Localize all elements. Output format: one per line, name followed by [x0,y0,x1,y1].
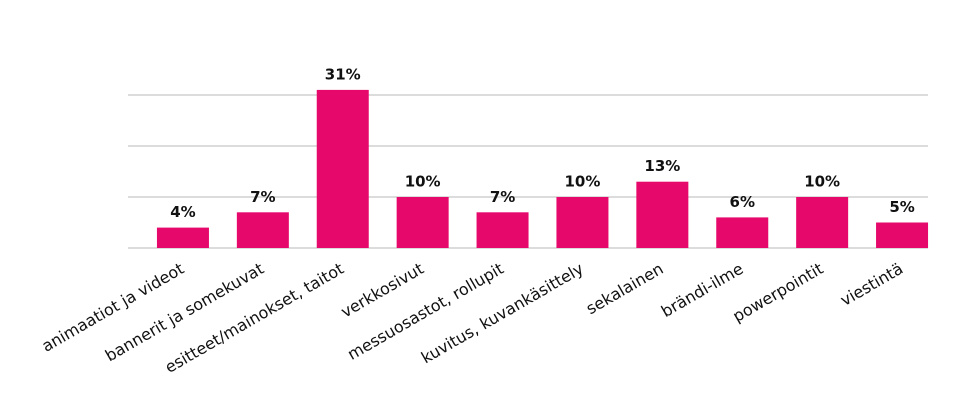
value-label: 31% [325,65,361,83]
x-tick-label: viestintä [837,259,906,310]
value-label: 10% [804,173,840,191]
value-label: 4% [170,203,195,221]
value-label: 5% [889,198,914,216]
bar [476,212,529,248]
value-label: 7% [250,188,275,206]
x-tick-label: sekalainen [583,259,667,318]
bar [396,197,449,248]
value-label: 13% [644,157,680,175]
value-label: 10% [564,173,600,191]
bar [316,89,369,249]
bar [556,197,609,248]
bar [156,227,209,248]
value-label: 10% [405,173,441,191]
bar [716,217,769,248]
bar [236,212,289,248]
bar [636,181,689,248]
value-label: 6% [730,193,755,211]
x-tick-label: powerpointit [729,259,826,326]
x-tick-label: animaatiot ja videot [38,259,187,356]
value-label: 7% [490,188,515,206]
bar [876,222,929,248]
bar [796,197,849,248]
